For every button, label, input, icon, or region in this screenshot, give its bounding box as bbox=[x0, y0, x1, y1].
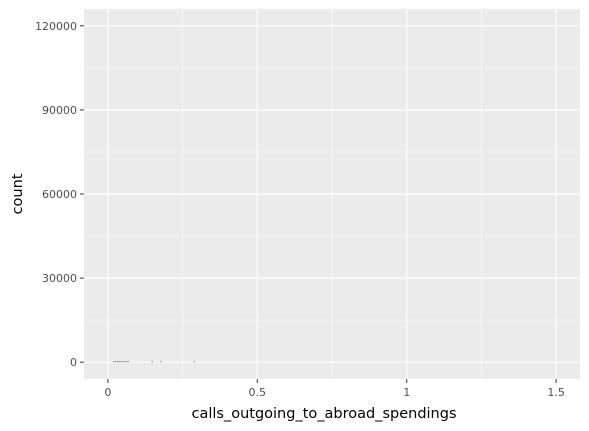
x-tick-label: 1.5 bbox=[547, 386, 565, 399]
histogram-bar bbox=[116, 361, 118, 363]
y-tick-label: 30000 bbox=[42, 272, 77, 285]
major-gridlines bbox=[84, 9, 580, 379]
histogram-bar bbox=[113, 361, 115, 363]
histogram-bar bbox=[115, 361, 117, 363]
y-axis: 0 30000 60000 90000 120000 bbox=[35, 20, 84, 369]
y-tick-label: 120000 bbox=[35, 20, 77, 33]
histogram-bar bbox=[160, 361, 162, 363]
y-tick-label: 0 bbox=[70, 356, 77, 369]
histogram-bar bbox=[127, 361, 129, 363]
histogram-bar bbox=[193, 361, 195, 363]
histogram-bar bbox=[125, 361, 127, 363]
histogram-bars bbox=[113, 361, 195, 363]
x-tick-label: 1 bbox=[403, 386, 410, 399]
histogram-bar bbox=[151, 361, 153, 363]
histogram-bar bbox=[122, 361, 124, 363]
histogram-bar bbox=[120, 361, 122, 363]
histogram-bar bbox=[118, 361, 120, 363]
x-tick-label: 0 bbox=[104, 386, 111, 399]
y-tick-label: 60000 bbox=[42, 188, 77, 201]
x-axis: 0 0.5 1 1.5 bbox=[104, 379, 565, 399]
y-tick-label: 90000 bbox=[42, 104, 77, 117]
x-axis-title: calls_outgoing_to_abroad_spendings bbox=[191, 406, 456, 422]
x-tick-label: 0.5 bbox=[249, 386, 267, 399]
histogram-bar bbox=[124, 361, 126, 363]
y-axis-title: count bbox=[10, 173, 26, 214]
